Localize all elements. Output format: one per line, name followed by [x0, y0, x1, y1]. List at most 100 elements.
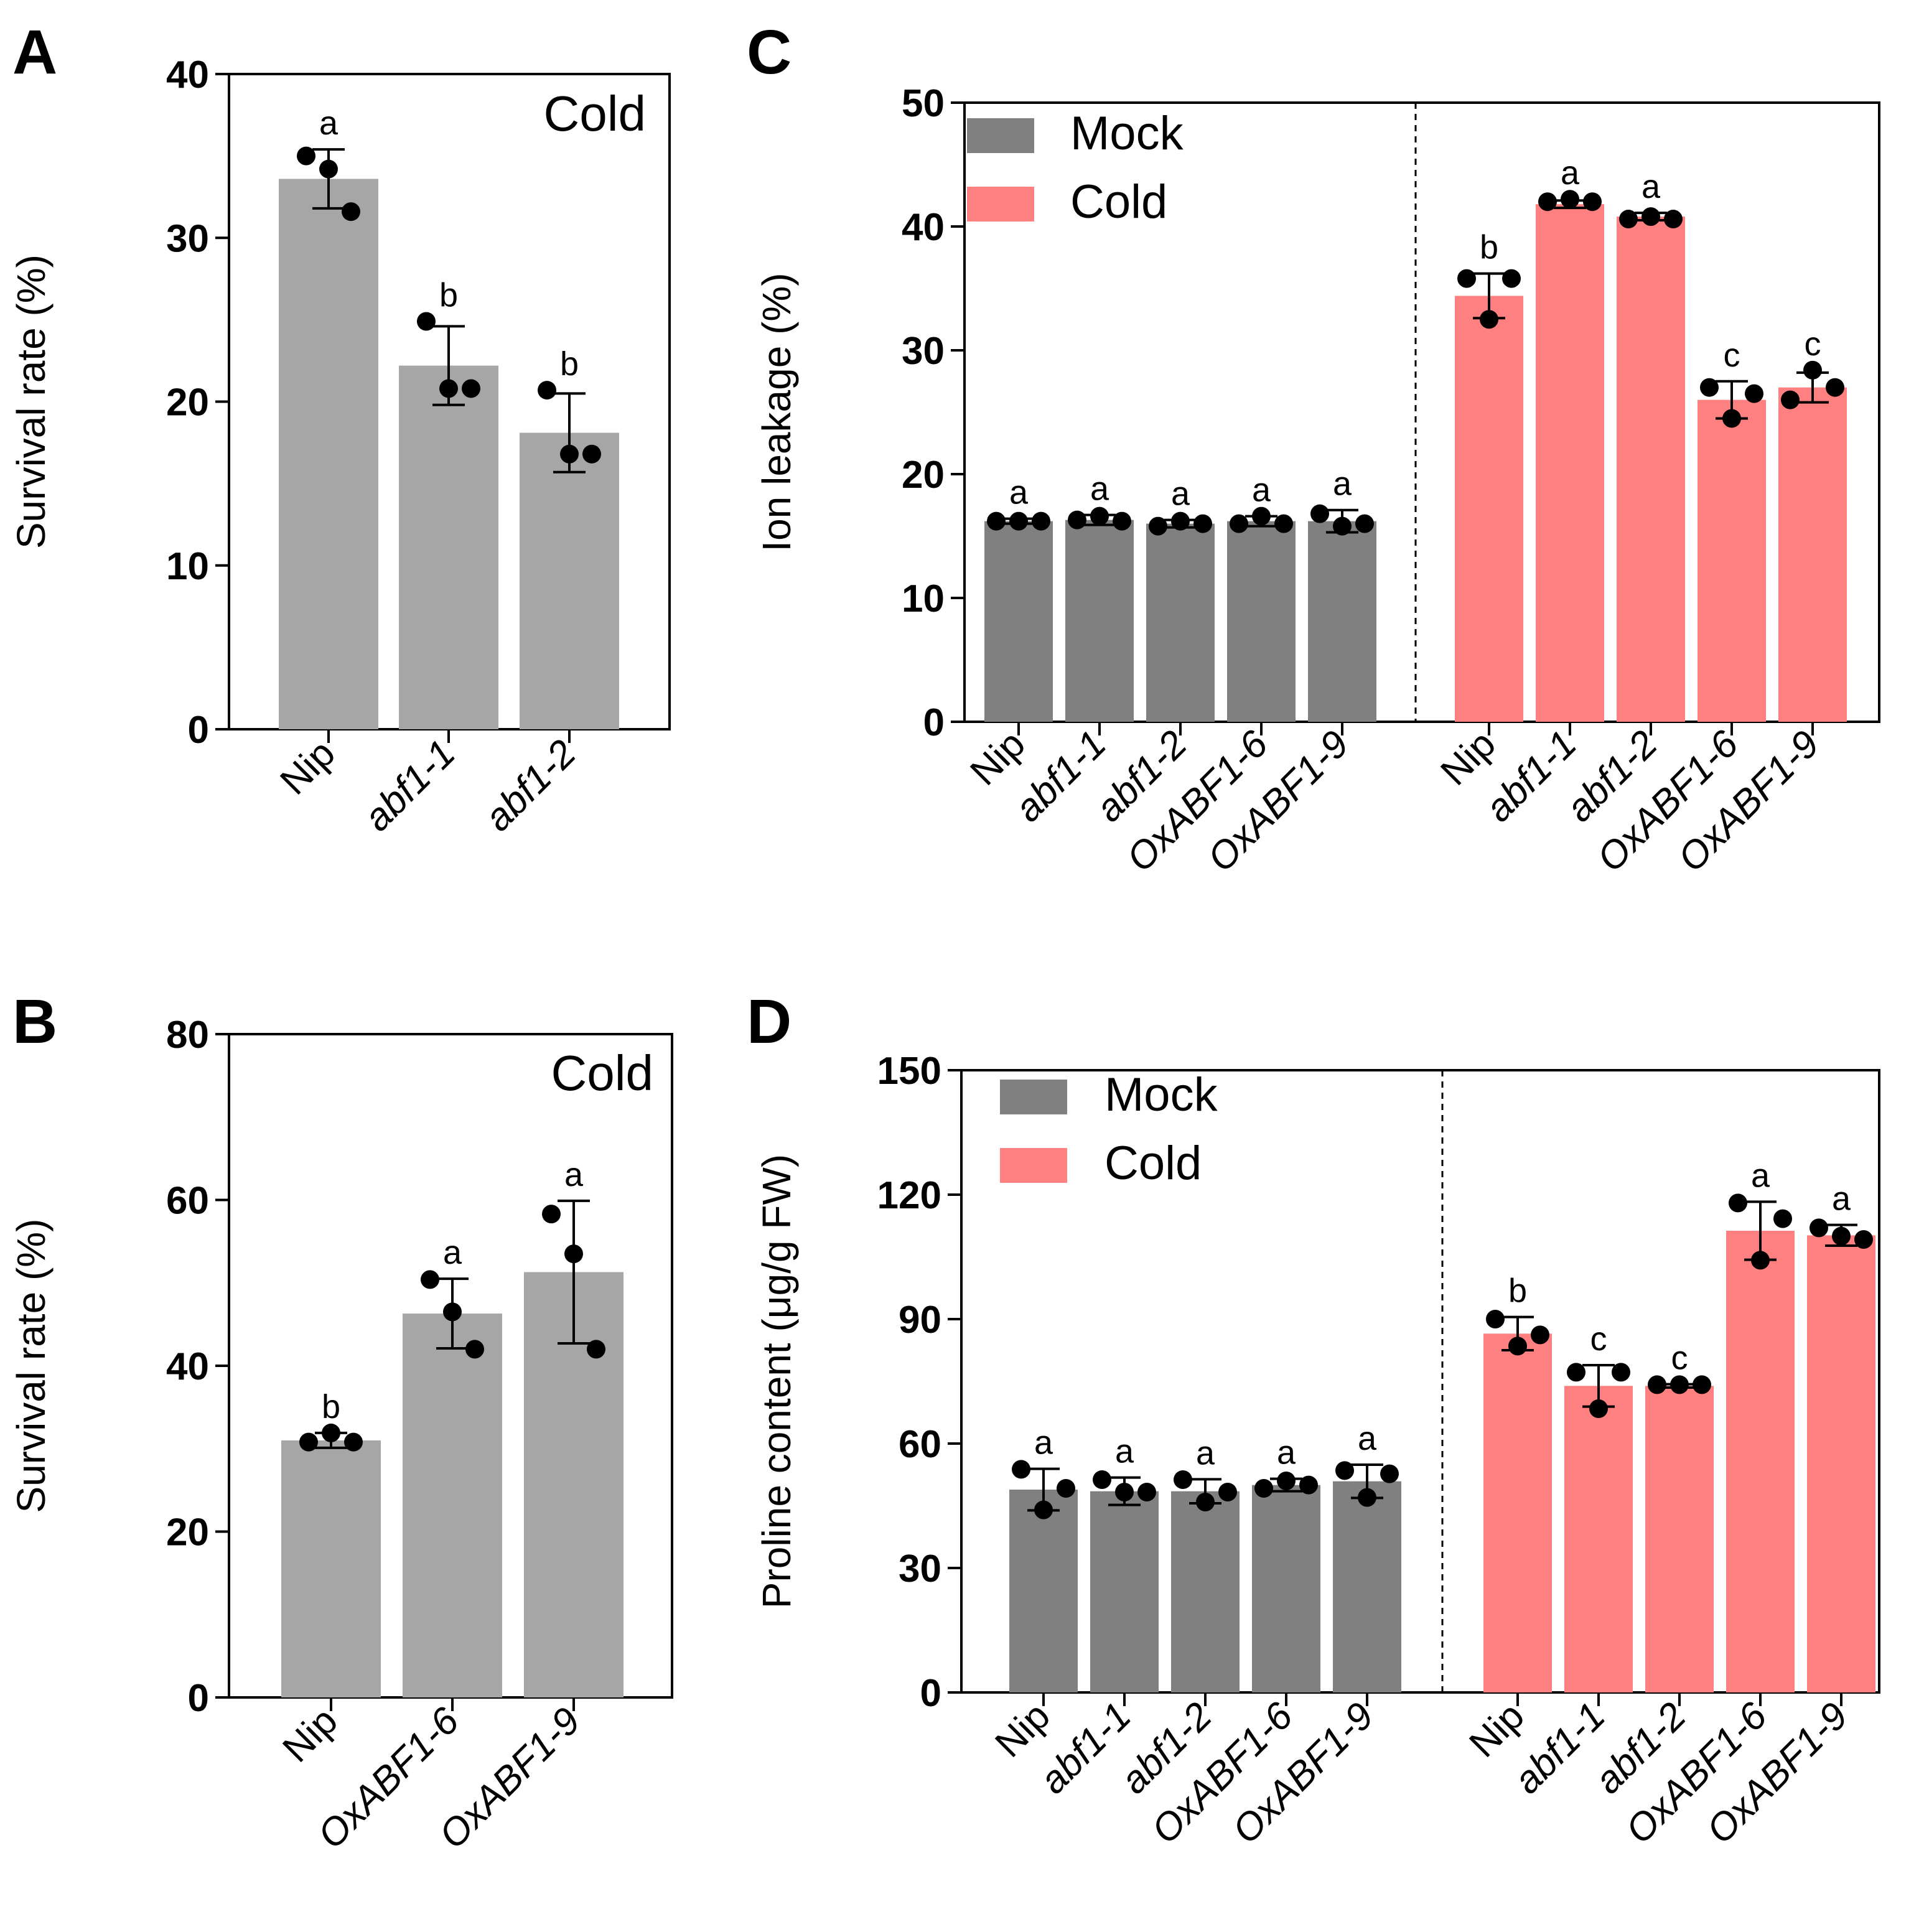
plot-frame	[963, 101, 1880, 723]
data-point	[439, 379, 458, 398]
significance-letter: a	[1090, 470, 1109, 508]
category-label: Nip	[274, 1699, 346, 1771]
panel-letter: C	[747, 17, 792, 87]
data-point	[465, 1340, 484, 1359]
data-point	[1174, 1470, 1192, 1489]
data-point	[1149, 516, 1167, 536]
data-point	[564, 1244, 583, 1264]
data-point	[1583, 192, 1602, 212]
panel-letter: A	[12, 17, 57, 87]
data-point	[1057, 1479, 1075, 1498]
data-point	[1589, 1399, 1608, 1418]
data-point	[1664, 210, 1683, 229]
data-point	[1113, 511, 1131, 531]
data-point	[1773, 1209, 1792, 1228]
bar	[1252, 1485, 1320, 1692]
y-tick-label: 0	[920, 1672, 941, 1715]
data-point	[987, 511, 1006, 531]
data-point	[1457, 269, 1476, 288]
data-point	[582, 444, 601, 464]
bar	[1065, 520, 1134, 722]
category-label: Nip	[272, 732, 343, 803]
data-point	[1531, 1325, 1549, 1345]
y-tick-label: 40	[902, 206, 945, 249]
data-point	[1171, 511, 1190, 531]
bar	[1333, 1481, 1401, 1692]
data-point	[1137, 1483, 1156, 1501]
bar	[1308, 521, 1376, 722]
y-tick-label: 0	[188, 1677, 209, 1720]
data-point	[1641, 207, 1660, 226]
category-label: abf1-1	[1032, 1694, 1139, 1802]
data-point	[1299, 1475, 1318, 1495]
bar	[281, 1440, 381, 1697]
y-tick-label: 30	[899, 1547, 941, 1590]
bar	[1009, 1490, 1078, 1692]
data-point	[1561, 190, 1579, 209]
bar	[1227, 521, 1296, 722]
data-point	[1218, 1483, 1237, 1501]
bar	[1778, 387, 1847, 722]
data-point	[1333, 516, 1352, 536]
data-point	[1093, 1470, 1111, 1489]
data-point	[1693, 1375, 1711, 1394]
panel-d: D 0 30 60 90 120 150 Proline content (μg/g FW) a…	[747, 987, 1880, 1852]
bar	[1645, 1386, 1714, 1692]
data-point	[417, 312, 436, 331]
y-tick-label: 40	[166, 54, 209, 96]
condition-label: Cold	[543, 86, 646, 141]
y-tick-label: 30	[902, 330, 945, 373]
data-point	[1854, 1230, 1873, 1249]
significance-letter: a	[1561, 154, 1580, 192]
bar	[520, 432, 619, 729]
y-axis-title: Survival rate (%)	[9, 254, 54, 549]
data-point	[1193, 514, 1212, 533]
data-point	[1335, 1461, 1354, 1480]
legend-label-mock: Mock	[1104, 1068, 1218, 1121]
data-point	[1277, 1472, 1296, 1490]
bar	[1536, 204, 1604, 722]
bar	[279, 179, 378, 730]
legend-swatch-cold	[967, 187, 1034, 222]
significance-letter: b	[1480, 229, 1498, 266]
bar	[1698, 399, 1766, 722]
significance-letter: c	[1805, 325, 1821, 363]
significance-letter: a	[1034, 1424, 1053, 1462]
condition-label: Cold	[551, 1045, 653, 1101]
data-point	[1068, 510, 1086, 530]
data-point	[1619, 210, 1638, 229]
data-point	[1274, 514, 1293, 533]
bar	[1455, 296, 1523, 722]
y-tick-label: 150	[877, 1050, 941, 1093]
bar	[1807, 1235, 1875, 1692]
significance-letter: a	[443, 1234, 462, 1271]
data-point	[1486, 1310, 1505, 1328]
y-tick-label: 20	[166, 1511, 209, 1554]
data-point	[1230, 514, 1248, 533]
data-point	[1032, 511, 1050, 531]
y-tick-label: 40	[166, 1345, 209, 1388]
significance-letter: a	[1641, 168, 1661, 205]
significance-letter: b	[322, 1388, 340, 1426]
data-point	[1196, 1493, 1215, 1511]
significance-letter: a	[1115, 1433, 1134, 1470]
y-tick-label: 10	[902, 577, 945, 620]
data-point	[342, 202, 360, 222]
data-point	[1538, 192, 1557, 212]
data-point	[1729, 1193, 1747, 1213]
significance-letter: c	[1724, 337, 1740, 374]
category-label: abf1-1	[356, 732, 464, 839]
data-point	[1751, 1251, 1770, 1270]
y-tick-label: 80	[166, 1014, 209, 1057]
data-point	[1090, 506, 1109, 526]
category-label: abf1-2	[477, 732, 584, 839]
data-point	[1670, 1375, 1689, 1394]
data-point	[1380, 1464, 1399, 1483]
data-point	[1502, 269, 1521, 288]
significance-letter: a	[1196, 1434, 1215, 1472]
bar	[984, 521, 1053, 722]
data-point	[1254, 1479, 1273, 1498]
bar	[1483, 1333, 1552, 1692]
bar	[403, 1314, 502, 1697]
